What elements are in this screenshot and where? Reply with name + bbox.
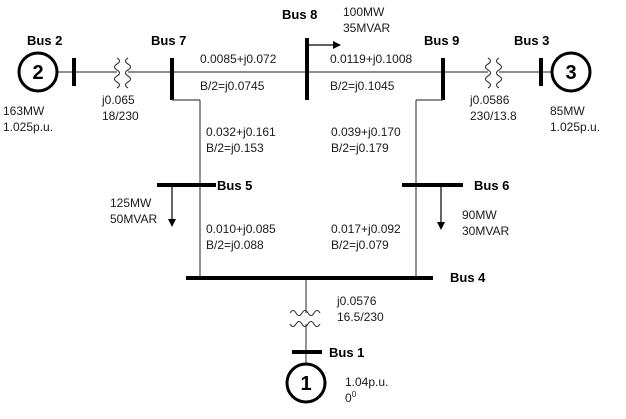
load-bus5-arrow-icon <box>168 185 176 227</box>
transformer-t2-icon <box>113 57 132 89</box>
generator-1-icon: 1 <box>285 362 327 404</box>
generator-3-number: 3 <box>565 62 576 84</box>
gen1-angle-superscript: 0 <box>352 390 357 399</box>
line96-impedance: 0.039+j0.170 <box>331 125 401 139</box>
line96-bhalf: B/2=j0.179 <box>331 141 389 155</box>
t1-ratio: 16.5/230 <box>337 310 384 324</box>
bus5-label: Bus 5 <box>217 178 252 193</box>
t2-impedance: j0.065 <box>101 93 135 107</box>
gen3-voltage: 1.025p.u. <box>550 120 600 134</box>
load-bus8-arrow-icon <box>307 41 341 49</box>
transformer-t3-icon <box>484 57 503 89</box>
bus6-label: Bus 6 <box>474 178 509 193</box>
load-bus6-arrow-icon <box>437 185 445 230</box>
t2-ratio: 18/230 <box>102 109 139 123</box>
bus1-label: Bus 1 <box>329 345 364 360</box>
line78-impedance: 0.0085+j0.072 <box>200 52 277 66</box>
bus3-label: Bus 3 <box>514 33 549 48</box>
load6-mw: 90MW <box>462 208 497 222</box>
line64-bhalf: B/2=j0.079 <box>331 238 389 252</box>
bus2-label: Bus 2 <box>27 33 62 48</box>
line54-bhalf: B/2=j0.088 <box>206 238 264 252</box>
gen1-angle-value: 0 <box>345 391 352 405</box>
bus9-label: Bus 9 <box>424 33 459 48</box>
load8-mvar: 35MVAR <box>343 21 390 35</box>
t1-impedance: j0.0576 <box>336 294 377 308</box>
load5-mvar: 50MVAR <box>110 212 157 226</box>
load5-mw: 125MW <box>110 196 152 210</box>
transformer-t1-icon <box>289 309 321 328</box>
bus8-label: Bus 8 <box>282 7 317 22</box>
generator-1-number: 1 <box>300 373 311 395</box>
gen3-power: 85MW <box>550 104 585 118</box>
load8-mw: 100MW <box>343 5 385 19</box>
line54-impedance: 0.010+j0.085 <box>206 222 276 236</box>
t3-impedance: j0.0586 <box>469 93 510 107</box>
gen2-voltage: 1.025p.u. <box>3 120 53 134</box>
gen1-voltage: 1.04p.u. <box>345 375 388 389</box>
generator-2-icon: 2 <box>17 51 59 93</box>
line89-impedance: 0.0119+j0.1008 <box>330 52 413 66</box>
generator-2-number: 2 <box>32 62 43 84</box>
bus7-label: Bus 7 <box>151 33 186 48</box>
line75-bhalf: B/2=j0.153 <box>206 141 264 155</box>
line75-impedance: 0.032+j0.161 <box>206 125 276 139</box>
gen1-angle: 00 <box>345 390 357 405</box>
gen2-power: 163MW <box>3 104 45 118</box>
line78-bhalf: B/2=j0.0745 <box>200 79 265 93</box>
generator-3-icon: 3 <box>550 51 592 93</box>
t3-ratio: 230/13.8 <box>470 109 517 123</box>
line89-bhalf: B/2=j0.1045 <box>330 79 395 93</box>
load6-mvar: 30MVAR <box>462 224 509 238</box>
bus4-label: Bus 4 <box>450 270 486 285</box>
line64-impedance: 0.017+j0.092 <box>331 222 401 236</box>
